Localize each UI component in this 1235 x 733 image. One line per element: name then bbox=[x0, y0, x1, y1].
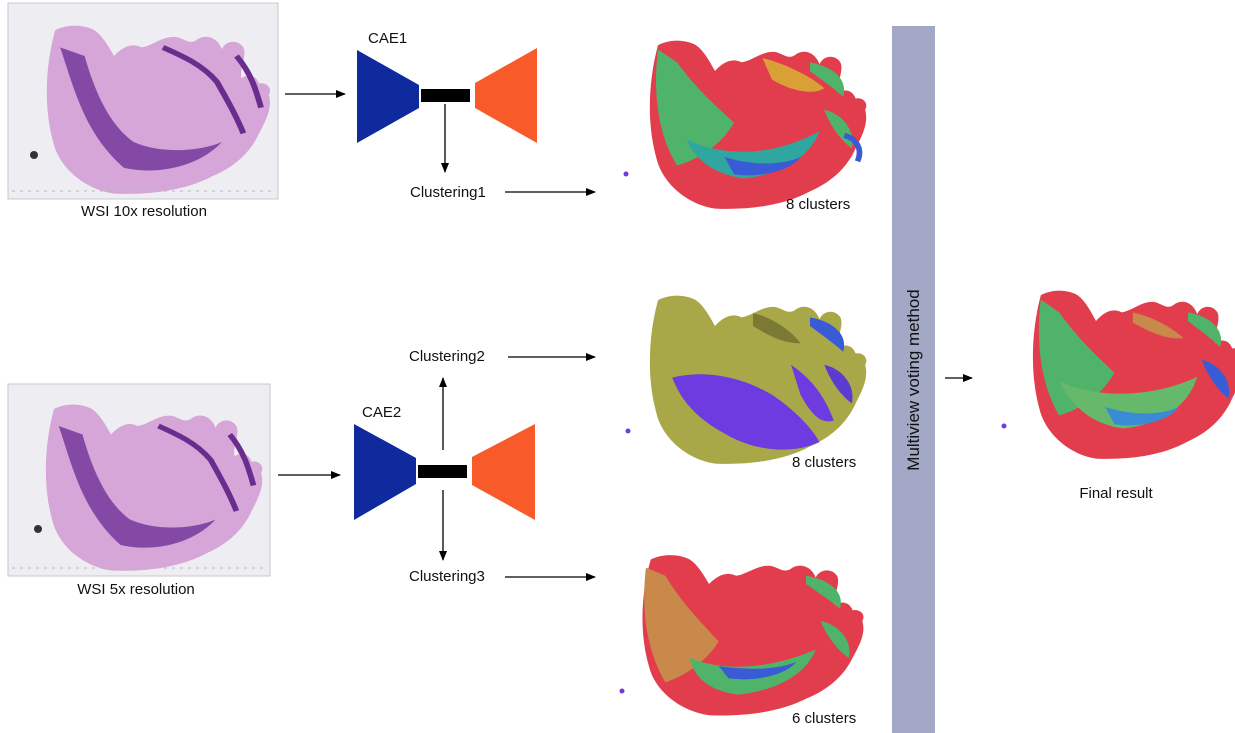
final-result-caption: Final result bbox=[1079, 485, 1153, 502]
multiview-voting-bar: Multiview voting method bbox=[892, 26, 935, 733]
cae1-label: CAE1 bbox=[368, 30, 408, 47]
cae2-label: CAE2 bbox=[362, 404, 402, 421]
clustering3-label: Clustering3 bbox=[409, 568, 485, 585]
cluster-map-3 bbox=[619, 555, 864, 716]
wsi-10x-label: WSI 10x resolution bbox=[81, 203, 207, 220]
arrows bbox=[278, 90, 973, 581]
cae2-decoder bbox=[472, 424, 535, 520]
cae1-autoencoder bbox=[357, 48, 537, 143]
cluster-map-2 bbox=[625, 295, 867, 464]
voting-method-label: Multiview voting method bbox=[903, 288, 923, 471]
wsi-10x-slide bbox=[7, 2, 279, 200]
map3-caption: 6 clusters bbox=[792, 710, 857, 727]
wsi-5x-label: WSI 5x resolution bbox=[77, 581, 195, 598]
cae2-latent bbox=[418, 465, 467, 478]
cae1-encoder bbox=[357, 50, 419, 143]
map1-caption: 8 clusters bbox=[786, 196, 851, 213]
cae1-decoder bbox=[475, 48, 537, 143]
final-result-map bbox=[1001, 290, 1235, 459]
cae2-autoencoder bbox=[354, 424, 535, 520]
clustering2-label: Clustering2 bbox=[409, 348, 485, 365]
clustering1-label: Clustering1 bbox=[410, 184, 486, 201]
cae2-encoder bbox=[354, 424, 416, 520]
cluster-map-1 bbox=[623, 40, 867, 209]
cae1-latent bbox=[421, 89, 470, 102]
map2-caption: 8 clusters bbox=[792, 454, 857, 471]
wsi-5x-slide bbox=[7, 383, 271, 577]
